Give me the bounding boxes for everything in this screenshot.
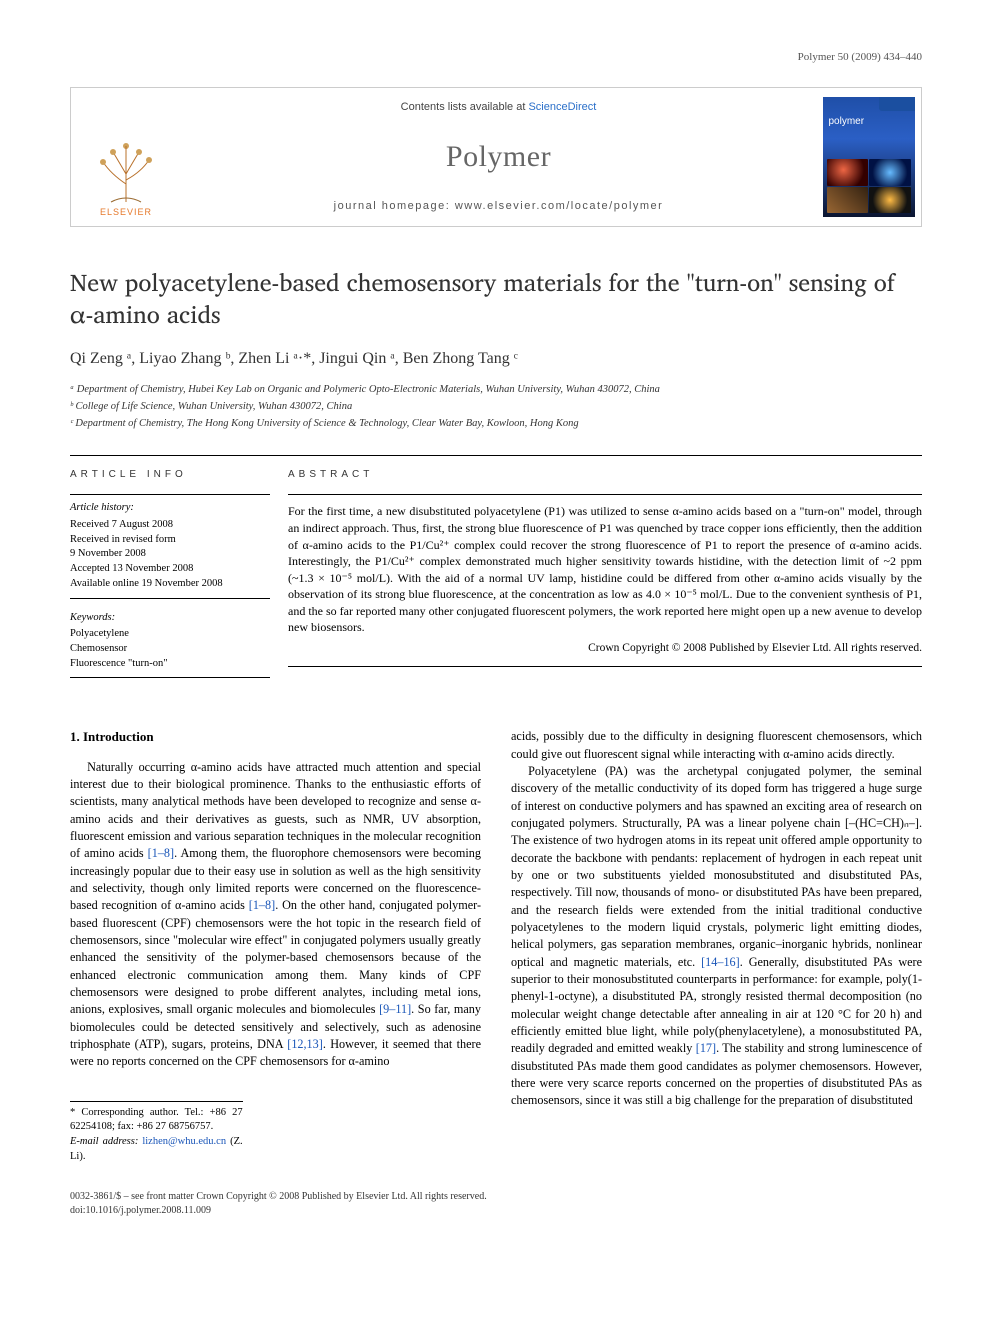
cover-subimage	[869, 159, 911, 186]
history-line: Accepted 13 November 2008	[70, 562, 270, 577]
affiliation-c: ᶜ Department of Chemistry, The Hong Kong…	[70, 416, 922, 432]
affiliations: ᵃ Department of Chemistry, Hubei Key Lab…	[70, 382, 922, 431]
abstract-text: For the first time, a new disubstituted …	[288, 494, 922, 635]
author-list: Qi Zeng ᵃ, Liyao Zhang ᵇ, Zhen Li ᵃ·*, J…	[70, 348, 922, 370]
corr-email-link[interactable]: lizhen@whu.edu.cn	[142, 1136, 226, 1147]
citation-link[interactable]: [1–8]	[249, 898, 275, 912]
citation-link[interactable]: [14–16]	[701, 955, 740, 969]
tree-icon	[91, 134, 161, 204]
cover-tab	[879, 97, 915, 111]
intro-paragraph-1: Naturally occurring α-amino acids have a…	[70, 759, 481, 1071]
footer-copyright: 0032-3861/$ – see front matter Crown Cop…	[70, 1190, 922, 1204]
article-info-label: ARTICLE INFO	[70, 468, 270, 482]
abstract-label: ABSTRACT	[288, 468, 922, 482]
journal-name: Polymer	[446, 136, 551, 178]
corr-line-1: * Corresponding author. Tel.: +86 27 622…	[70, 1106, 243, 1135]
keywords-label: Keywords:	[70, 611, 270, 626]
citation-link[interactable]: [9–11]	[379, 1002, 411, 1016]
history-line: 9 November 2008	[70, 547, 270, 562]
intro-paragraph-2a: acids, possibly due to the difficulty in…	[511, 728, 922, 763]
citation-link[interactable]: [12,13]	[287, 1037, 323, 1051]
email-label: E-mail address:	[70, 1136, 142, 1147]
abstract-bottom-rule	[288, 666, 922, 667]
abstract-block: ABSTRACT For the first time, a new disub…	[288, 456, 922, 690]
corresponding-author-footnote: * Corresponding author. Tel.: +86 27 622…	[70, 1101, 243, 1165]
publisher-label: ELSEVIER	[100, 206, 152, 219]
cover-subimage	[827, 159, 869, 186]
history-line: Received 7 August 2008	[70, 518, 270, 533]
citation-link[interactable]: [17]	[696, 1041, 716, 1055]
info-abstract-row: ARTICLE INFO Article history: Received 7…	[70, 455, 922, 690]
affiliation-b: ᵇ College of Life Science, Wuhan Univers…	[70, 399, 922, 415]
running-header: Polymer 50 (2009) 434–440	[70, 50, 922, 65]
history-line: Available online 19 November 2008	[70, 577, 270, 592]
contents-prefix: Contents lists available at	[401, 101, 529, 113]
cover-subimage	[869, 187, 911, 214]
section-heading-introduction: 1. Introduction	[70, 728, 481, 746]
journal-homepage-line: journal homepage: www.elsevier.com/locat…	[334, 199, 664, 214]
article-history: Article history: Received 7 August 2008 …	[70, 494, 270, 598]
journal-banner: ELSEVIER Contents lists available at Sci…	[70, 87, 922, 227]
abstract-copyright: Crown Copyright © 2008 Published by Else…	[288, 640, 922, 656]
journal-cover-thumbnail: polymer	[823, 97, 915, 217]
affiliation-a: ᵃ Department of Chemistry, Hubei Key Lab…	[70, 382, 922, 398]
keyword: Chemosensor	[70, 642, 270, 657]
keyword: Polyacetylene	[70, 627, 270, 642]
cover-image-grid	[823, 155, 915, 217]
cover-thumb-area: polymer	[816, 88, 921, 226]
corr-email-line: E-mail address: lizhen@whu.edu.cn (Z. Li…	[70, 1135, 243, 1164]
cover-subimage	[827, 187, 869, 214]
homepage-prefix: journal homepage:	[334, 200, 455, 212]
homepage-url[interactable]: www.elsevier.com/locate/polymer	[455, 200, 664, 212]
elsevier-logo: ELSEVIER	[91, 128, 161, 218]
page-root: Polymer 50 (2009) 434–440	[0, 0, 992, 1258]
page-footer: 0032-3861/$ – see front matter Crown Cop…	[70, 1190, 922, 1218]
article-info-sidebar: ARTICLE INFO Article history: Received 7…	[70, 456, 288, 690]
history-line: Received in revised form	[70, 533, 270, 548]
publisher-logo-area: ELSEVIER	[71, 88, 181, 226]
banner-center: Contents lists available at ScienceDirec…	[181, 88, 816, 226]
contents-available-line: Contents lists available at ScienceDirec…	[401, 100, 597, 115]
citation-link[interactable]: [1–8]	[148, 846, 174, 860]
intro-paragraph-2b: Polyacetylene (PA) was the archetypal co…	[511, 763, 922, 1110]
article-title: New polyacetylene-based chemosensory mat…	[70, 267, 922, 329]
body-two-column: 1. Introduction Naturally occurring α-am…	[70, 728, 922, 1164]
keyword: Fluorescence "turn-on"	[70, 657, 270, 672]
footer-doi: doi:10.1016/j.polymer.2008.11.009	[70, 1204, 922, 1218]
history-label: Article history:	[70, 501, 270, 516]
sciencedirect-link[interactable]: ScienceDirect	[528, 101, 596, 113]
keywords-block: Keywords: Polyacetylene Chemosensor Fluo…	[70, 609, 270, 679]
